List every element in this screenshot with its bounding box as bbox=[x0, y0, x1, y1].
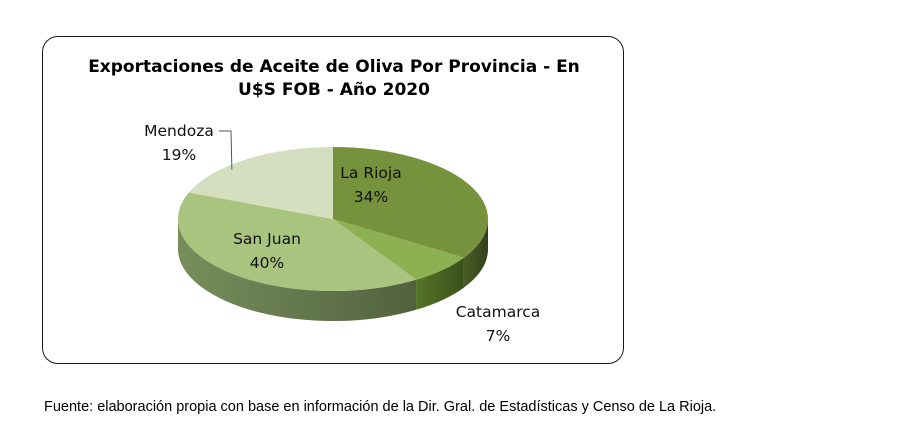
pie-tops bbox=[178, 147, 488, 291]
slice-percent-mendoza: 19% bbox=[162, 146, 196, 164]
pie-slice-mendoza bbox=[188, 147, 333, 219]
pie-side-shade-san-juan bbox=[178, 219, 417, 321]
chart-title: Exportaciones de Aceite de Oliva Por Pro… bbox=[0, 56, 668, 102]
pie-side-shade-catamarca bbox=[416, 257, 464, 310]
pie-slice-san-juan bbox=[178, 192, 417, 291]
slice-label-mendoza: Mendoza bbox=[144, 122, 214, 140]
slice-label-la-rioja: La Rioja bbox=[340, 164, 401, 182]
chart-title-line-1: Exportaciones de Aceite de Oliva Por Pro… bbox=[88, 57, 580, 77]
chart-title-line-2: U$S FOB - Año 2020 bbox=[238, 80, 430, 100]
source-note: Fuente: elaboración propia con base en i… bbox=[44, 399, 717, 415]
pie-slice-catamarca bbox=[333, 219, 464, 280]
slice-label-catamarca: Catamarca bbox=[456, 303, 541, 321]
slice-percent-la-rioja: 34% bbox=[354, 188, 388, 206]
leader-line-mendoza bbox=[219, 130, 233, 170]
pie-slice-la-rioja bbox=[333, 147, 488, 258]
slice-percent-catamarca: 7% bbox=[486, 327, 511, 345]
slice-label-san-juan: San Juan bbox=[233, 230, 301, 248]
slice-percent-san-juan: 40% bbox=[250, 254, 284, 272]
pie-leaders bbox=[219, 130, 233, 170]
pie-sides bbox=[178, 219, 488, 321]
pie-side-shade-la-rioja bbox=[463, 219, 488, 288]
pie-labels: La Rioja 34% Catamarca 7% San Juan 40% Mendoza… bbox=[144, 122, 540, 345]
